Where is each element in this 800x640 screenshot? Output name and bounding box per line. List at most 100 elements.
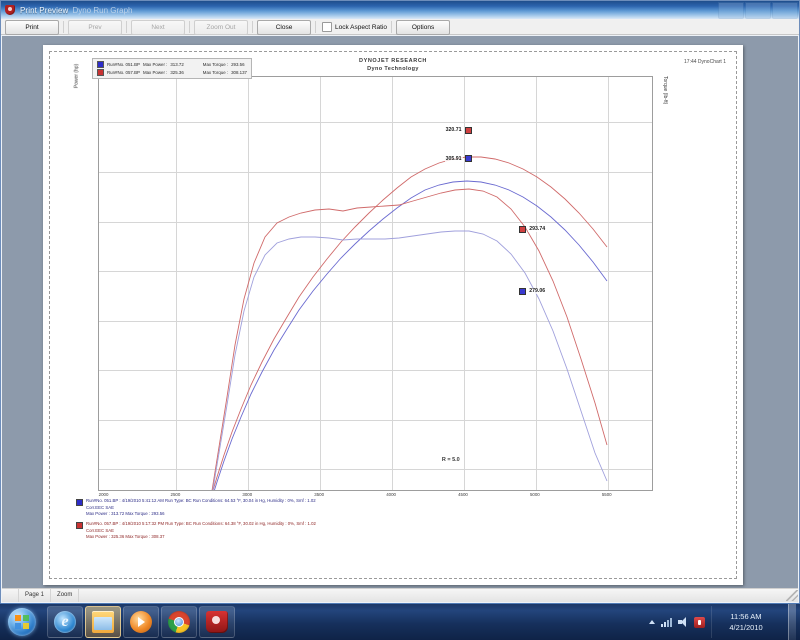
toolbar-separator: [189, 21, 190, 33]
toolbar-separator: [126, 21, 127, 33]
run-info-row: Run#No. 051.BP : 4/19/2010 5:41:12 AM Ru…: [76, 498, 720, 516]
x-tick: 2500: [170, 492, 181, 497]
legend-torque-value: 293.56: [231, 62, 245, 67]
resize-grip[interactable]: [786, 590, 798, 601]
callout-marker: [519, 287, 527, 295]
toolbar-separator: [252, 21, 253, 33]
dyno-plot: 320.71 305.91 293.74: [98, 76, 653, 491]
legend-row: Run#No. 051.BP Max Power : 313.72 Max To…: [97, 61, 247, 68]
callout-peak-torque-red: 293.74: [519, 225, 547, 233]
windows-orb-icon: [8, 608, 36, 636]
x-tick: 5000: [529, 492, 540, 497]
run-line-3: Max Power : 313.72 Max Torque : 293.56: [86, 511, 165, 516]
x-tick: 5500: [601, 492, 612, 497]
run-line-2: Corr.EEC SAE: [86, 504, 114, 510]
print-button[interactable]: Print: [5, 19, 59, 35]
run-lines: Run#No. 051.BP : 4/19/2010 5:41:12 AM Ru…: [86, 498, 316, 516]
legend-row: Run#No. 057.BP Max Power : 325.36 Max To…: [97, 69, 247, 76]
action-center-icon[interactable]: [694, 616, 705, 628]
show-desktop-button[interactable]: [788, 604, 796, 640]
run-info-row: Run#No. 057.BP : 4/19/2010 5:17:32 PM Ru…: [76, 521, 720, 539]
legend-power-value: 313.72: [170, 62, 184, 67]
run-info-block: Run#No. 051.BP : 4/19/2010 5:41:12 AM Ru…: [76, 498, 720, 544]
legend-power-label: Max Power :: [142, 62, 168, 67]
taskbar-item-internet-explorer[interactable]: [47, 606, 83, 638]
report-header-line2: Dyno Technology: [367, 66, 419, 72]
toolbar-separator: [63, 21, 64, 33]
status-bar: Page 1 Zoom: [2, 588, 798, 602]
close-preview-button[interactable]: Close: [257, 19, 311, 35]
window-title: Print Preview: [20, 5, 69, 15]
callout-peak-power-blue: 305.91: [444, 155, 472, 163]
taskbar-item-dyno-app[interactable]: [199, 606, 235, 638]
callout-peak-torque-blue: 279.06: [519, 287, 547, 295]
legend-swatch-red: [97, 69, 104, 76]
lock-aspect-ratio-checkbox[interactable]: Lock Aspect Ratio: [322, 22, 387, 32]
window-controls: [717, 2, 798, 19]
run-lines: Run#No. 057.BP : 4/19/2010 5:17:32 PM Ru…: [86, 521, 316, 539]
system-tray: 11:56 AM 4/21/2010: [649, 604, 800, 640]
taskbar-item-media-player[interactable]: [123, 606, 159, 638]
network-icon[interactable]: [661, 617, 672, 627]
prev-page-button[interactable]: Prev: [68, 19, 122, 35]
chart-legend: Run#No. 051.BP Max Power : 313.72 Max To…: [92, 58, 252, 79]
legend-run-label: Run#No. 057.BP: [107, 70, 140, 75]
callout-value: 305.91: [444, 155, 463, 162]
status-zoom[interactable]: Zoom: [51, 589, 80, 602]
clock[interactable]: 11:56 AM 4/21/2010: [711, 606, 780, 638]
series-torque-run051: [212, 230, 608, 490]
callout-value: 320.71: [444, 127, 463, 134]
callout-marker: [519, 225, 527, 233]
callout-peak-power-red: 320.71: [444, 126, 472, 134]
report-header: DYNOJET RESEARCH Dyno Technology: [50, 58, 736, 72]
series-power-run051: [214, 180, 608, 490]
status-page: Page 1: [19, 589, 52, 602]
window-titlebar[interactable]: Print Preview Dyno Run Graph: [1, 1, 799, 19]
next-page-button[interactable]: Next: [131, 19, 185, 35]
start-button[interactable]: [1, 605, 43, 639]
status-icon-cell: [2, 589, 19, 602]
legend-swatch-blue: [97, 61, 104, 68]
app-icon: [4, 4, 16, 16]
print-preview-window: Print Preview Dyno Run Graph Print Prev …: [0, 0, 800, 604]
lock-aspect-ratio-label: Lock Aspect Ratio: [335, 23, 388, 31]
zoom-out-button[interactable]: Zoom Out: [194, 19, 248, 35]
toolbar-separator: [315, 21, 316, 33]
report-header-right: 17:44 DynoChart 1: [684, 59, 726, 65]
preview-page: DYNOJET RESEARCH Dyno Technology 17:44 D…: [43, 45, 743, 585]
x-tick: 4500: [458, 492, 468, 497]
y-right-axis-title: Torque (lb-ft): [662, 76, 668, 105]
callout-value: 293.74: [528, 226, 547, 233]
run-swatch-blue: [76, 499, 83, 506]
media-player-icon: [130, 611, 152, 633]
x-tick: 3000: [242, 492, 253, 497]
close-button[interactable]: [772, 2, 798, 19]
taskbar-items: [47, 606, 235, 638]
series-torque-run057: [211, 188, 608, 490]
dyno-app-icon: [206, 611, 228, 633]
taskbar-item-chrome[interactable]: [161, 606, 197, 638]
callout-value: 279.06: [528, 288, 547, 295]
maximize-button[interactable]: [745, 2, 771, 19]
series-power-run057: [212, 156, 608, 490]
run-line-1: Run#No. 057.BP : 4/19/2010 5:17:32 PM Ru…: [86, 521, 316, 526]
legend-run-label: Run#No. 051.BP: [107, 62, 140, 67]
preview-canvas[interactable]: DYNOJET RESEARCH Dyno Technology 17:44 D…: [2, 36, 798, 588]
legend-torque-label: Max Torque :: [202, 62, 229, 67]
preview-toolbar: Print Prev Next Zoom Out Close Lock Aspe…: [1, 19, 799, 35]
chart-area: 320.71 305.91 293.74: [50, 52, 736, 578]
chrome-icon: [168, 611, 190, 633]
checkbox-box: [322, 22, 332, 32]
volume-icon[interactable]: [678, 617, 688, 627]
callout-marker: [464, 126, 472, 134]
legend-power-label: Max Power :: [142, 70, 168, 75]
minimize-button[interactable]: [718, 2, 744, 19]
show-hidden-icons-icon[interactable]: [649, 620, 655, 624]
options-button[interactable]: Options: [396, 19, 451, 35]
toolbar-separator: [391, 21, 393, 33]
taskbar-item-windows-explorer[interactable]: [85, 606, 121, 638]
callout-marker: [464, 155, 472, 163]
run-line-1: Run#No. 051.BP : 4/19/2010 5:41:12 AM Ru…: [86, 498, 316, 503]
report-header-line1: DYNOJET RESEARCH: [359, 58, 427, 64]
